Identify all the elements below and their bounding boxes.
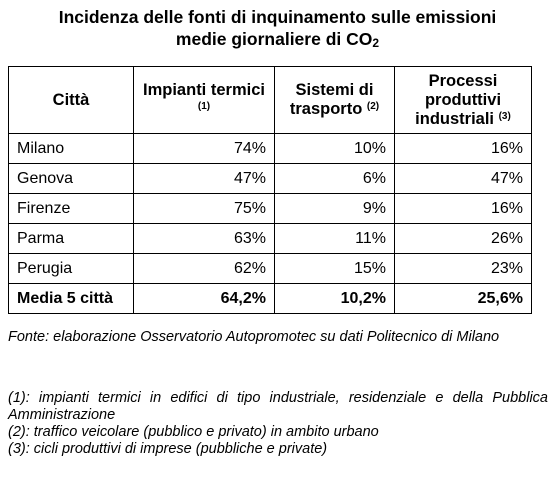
value-cell: 23% [394, 253, 532, 284]
table-row: Genova 47% 6% 47% [8, 163, 532, 194]
average-value: 64,2% [133, 283, 275, 314]
value-cell: 75% [133, 193, 275, 224]
table-row: Milano 74% 10% 16% [8, 133, 532, 164]
value-cell: 16% [394, 193, 532, 224]
footnote-3: (3): cicli produttivi di imprese (pubbli… [8, 441, 328, 457]
value-cell: 63% [133, 223, 275, 254]
header-row: Città Impianti termici (1) Sistemi di tr… [8, 66, 532, 134]
city-cell: Milano [8, 133, 134, 164]
header-sistemi-trasporto: Sistemi di trasporto (2) [274, 66, 395, 134]
header-citta: Città [8, 66, 134, 134]
value-cell: 10% [274, 133, 395, 164]
value-cell: 62% [133, 253, 275, 284]
average-row: Media 5 città 64,2% 10,2% 25,6% [8, 283, 532, 314]
value-cell: 47% [394, 163, 532, 194]
average-label: Media 5 città [8, 283, 134, 314]
table-row: Perugia 62% 15% 23% [8, 253, 532, 284]
co2-subscript: 2 [372, 36, 380, 50]
header-citta-label: Città [52, 90, 90, 109]
city-cell: Genova [8, 163, 134, 194]
city-cell: Firenze [8, 193, 134, 224]
value-cell: 15% [274, 253, 395, 284]
header-impianti-termici: Impianti termici (1) [133, 66, 275, 134]
value-cell: 26% [394, 223, 532, 254]
value-cell: 74% [133, 133, 275, 164]
average-value: 10,2% [274, 283, 395, 314]
header-processi-produttivi: Processi produttivi industriali (3) [394, 66, 532, 134]
city-cell: Parma [8, 223, 134, 254]
page-title: Incidenza delle fonti di inquinamento su… [0, 6, 555, 50]
table-row: Parma 63% 11% 26% [8, 223, 532, 254]
value-cell: 47% [133, 163, 275, 194]
value-cell: 11% [274, 223, 395, 254]
value-cell: 9% [274, 193, 395, 224]
title-line-2-text: medie giornaliere di CO [175, 29, 373, 49]
header-note-2: (2) [366, 101, 380, 112]
header-impianti-termici-label: Impianti termici [143, 81, 265, 99]
emissions-table: Città Impianti termici (1) Sistemi di tr… [8, 66, 532, 314]
value-cell: 6% [274, 163, 395, 194]
title-line-1: Incidenza delle fonti di inquinamento su… [58, 7, 497, 27]
source-note: Fonte: elaborazione Osservatorio Autopro… [8, 329, 500, 345]
city-cell: Perugia [8, 253, 134, 284]
value-cell: 16% [394, 133, 532, 164]
table-row: Firenze 75% 9% 16% [8, 193, 532, 224]
header-sistemi-trasporto-label: Sistemi di trasporto [289, 81, 374, 118]
average-value: 25,6% [394, 283, 532, 314]
header-processi-produttivi-label: Processi produttivi industriali [415, 71, 502, 128]
header-note-3: (3) [498, 110, 511, 122]
footnote-1: (1): impianti termici in edifici di tipo… [8, 390, 548, 423]
footnote-2: (2): traffico veicolare (pubblico e priv… [8, 424, 379, 440]
footnotes: (1): impianti termici in edifici di tipo… [8, 390, 548, 458]
header-note-1: (1) [197, 101, 211, 112]
title-line-2: medie giornaliere di CO2 [0, 28, 555, 50]
